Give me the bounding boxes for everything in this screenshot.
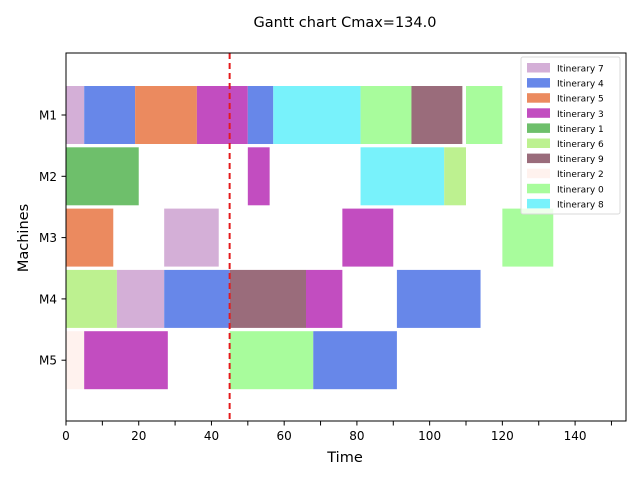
- x-tick-label: 100: [418, 429, 441, 443]
- task-bar-m3-13: [66, 208, 114, 267]
- x-tick-label: 80: [349, 429, 364, 443]
- legend-label: Itinerary 9: [557, 155, 604, 165]
- task-bar-m2-11: [360, 147, 445, 206]
- x-tick-label: 140: [564, 429, 587, 443]
- legend-swatch: [527, 63, 550, 73]
- x-axis: 0 20 40 60 80 100 120 140: [62, 421, 612, 443]
- y-axis-label: Machines: [16, 204, 32, 272]
- legend-label: Itinerary 6: [557, 140, 604, 150]
- x-tick-label: 120: [491, 429, 514, 443]
- task-bar-m1-6: [360, 86, 412, 144]
- legend-label: Itinerary 1: [557, 125, 604, 135]
- legend-label: Itinerary 4: [557, 80, 604, 90]
- legend-label: Itinerary 0: [557, 185, 604, 195]
- task-bar-m3-16: [502, 208, 554, 267]
- task-bar-m1-8: [466, 86, 503, 144]
- task-bar-m3-15: [342, 208, 394, 267]
- legend-swatch: [527, 138, 550, 148]
- x-tick-label: 20: [131, 429, 146, 443]
- task-bar-m2-12: [444, 147, 466, 206]
- chart-title: Gantt chart Cmax=134.0: [254, 15, 437, 31]
- task-bar-m2-10: [247, 147, 270, 206]
- task-bar-m2-9: [66, 147, 139, 206]
- y-tick-label-m2: M2: [39, 170, 57, 184]
- task-bar-m5-26: [313, 331, 397, 390]
- task-bar-m1-4: [247, 86, 274, 144]
- y-axis: M1 M2 M3 M4 M5: [39, 109, 66, 368]
- task-bar-m4-21: [306, 269, 343, 328]
- x-axis-label: Time: [326, 450, 363, 466]
- task-bar-m4-17: [66, 269, 117, 328]
- legend-label: Itinerary 8: [557, 200, 604, 210]
- task-bar-m1-3: [196, 86, 248, 144]
- legend-swatch: [527, 198, 550, 209]
- x-tick-label: 40: [204, 429, 219, 443]
- legend-swatch: [527, 183, 550, 194]
- x-tick-label: 0: [62, 429, 70, 443]
- task-bar-m4-22: [396, 269, 481, 328]
- task-bar-m4-19: [164, 269, 230, 328]
- task-bars: [66, 86, 554, 390]
- legend-label: Itinerary 7: [557, 65, 604, 75]
- task-bar-m3-14: [164, 208, 219, 267]
- task-bar-m5-25: [229, 331, 314, 390]
- task-bar-m1-2: [135, 86, 197, 144]
- y-tick-label-m4: M4: [39, 292, 57, 306]
- y-tick-label-m1: M1: [39, 109, 57, 123]
- legend-swatch: [527, 108, 550, 118]
- task-bar-m4-18: [116, 269, 165, 328]
- legend-swatch: [527, 93, 550, 103]
- legend-label: Itinerary 5: [557, 95, 604, 105]
- legend-label: Itinerary 3: [557, 110, 604, 120]
- task-bar-m1-1: [84, 86, 136, 144]
- plot-frame: [65, 52, 627, 422]
- task-bar-m1-0: [66, 86, 85, 144]
- legend: Itinerary 7 Itinerary 4 Itinerary 5 Itinera…: [520, 56, 621, 215]
- legend-swatch: [527, 153, 550, 164]
- task-bar-m4-20: [229, 269, 306, 328]
- task-bar-m5-24: [84, 331, 168, 390]
- legend-swatch: [527, 78, 550, 88]
- task-bar-m1-7: [411, 86, 463, 144]
- legend-label: Itinerary 2: [557, 170, 604, 180]
- legend-swatch: [527, 123, 550, 133]
- y-tick-label-m5: M5: [39, 354, 57, 368]
- legend-swatch: [527, 168, 550, 179]
- task-bar-m5-23: [66, 331, 85, 390]
- x-tick-label: 60: [277, 429, 292, 443]
- y-tick-label-m3: M3: [39, 231, 57, 245]
- task-bar-m1-5: [273, 86, 361, 144]
